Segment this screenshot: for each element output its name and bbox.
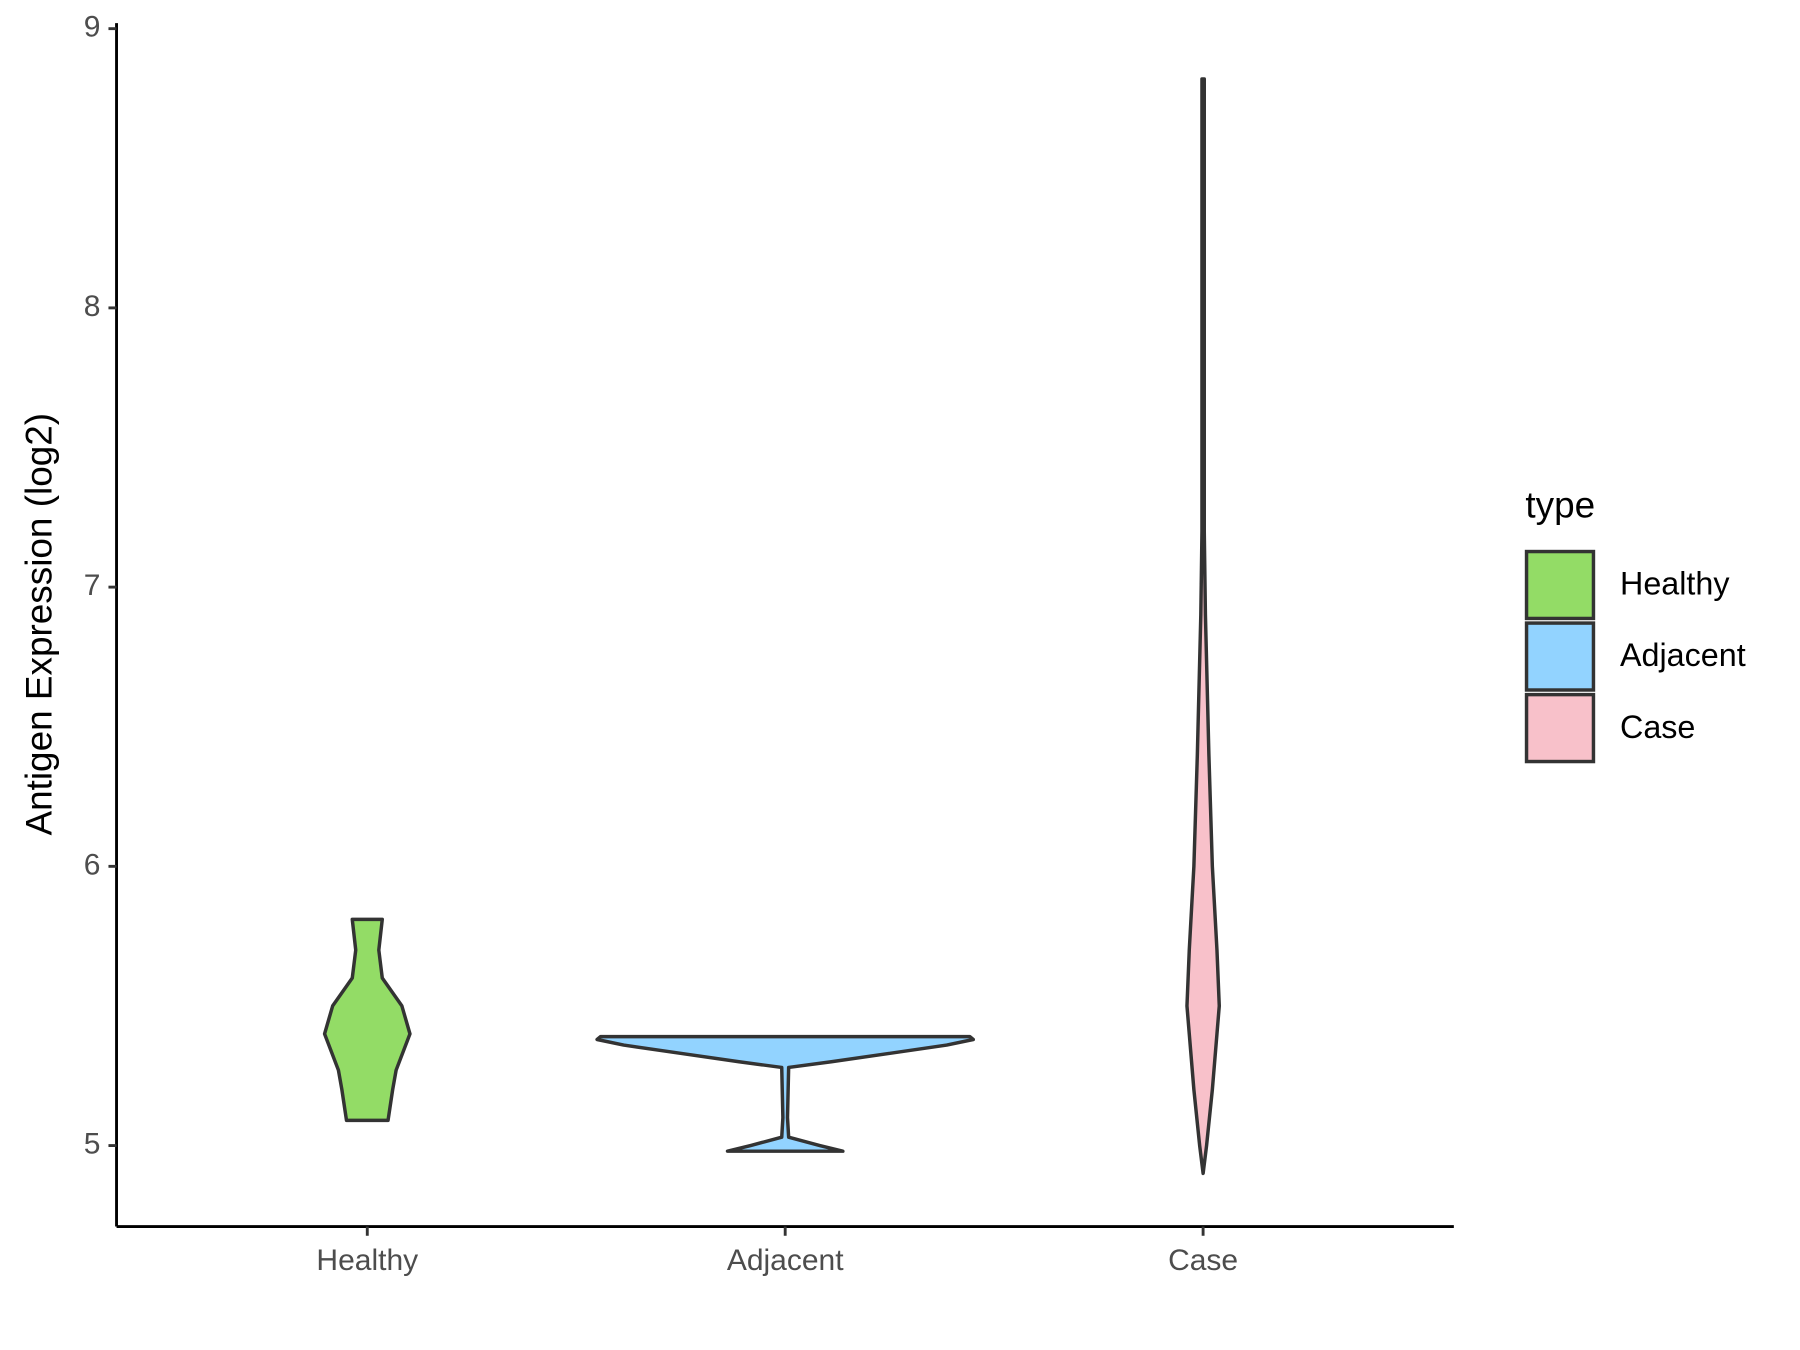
y-tick-label: 6 xyxy=(84,848,101,881)
legend-key xyxy=(1524,549,1596,621)
x-tick-label: Case xyxy=(1168,1244,1238,1277)
violin xyxy=(1185,77,1221,1176)
violin xyxy=(322,917,412,1123)
legend-key xyxy=(1524,621,1596,692)
legend-key xyxy=(1524,692,1596,764)
violin xyxy=(595,1034,975,1153)
y-tick-label: 7 xyxy=(84,569,101,602)
legend-label: Adjacent xyxy=(1620,637,1746,673)
y-tick-label: 9 xyxy=(84,11,101,44)
y-tick-label: 5 xyxy=(84,1127,101,1160)
x-tick-label: Adjacent xyxy=(727,1244,844,1277)
legend-label: Case xyxy=(1620,709,1695,745)
x-tick-label: Healthy xyxy=(316,1244,418,1277)
legend-title: type xyxy=(1525,484,1595,525)
y-tick-label: 8 xyxy=(84,290,101,323)
legend-label: Healthy xyxy=(1620,566,1730,602)
y-axis-title: Antigen Expression (log2) xyxy=(18,413,59,836)
